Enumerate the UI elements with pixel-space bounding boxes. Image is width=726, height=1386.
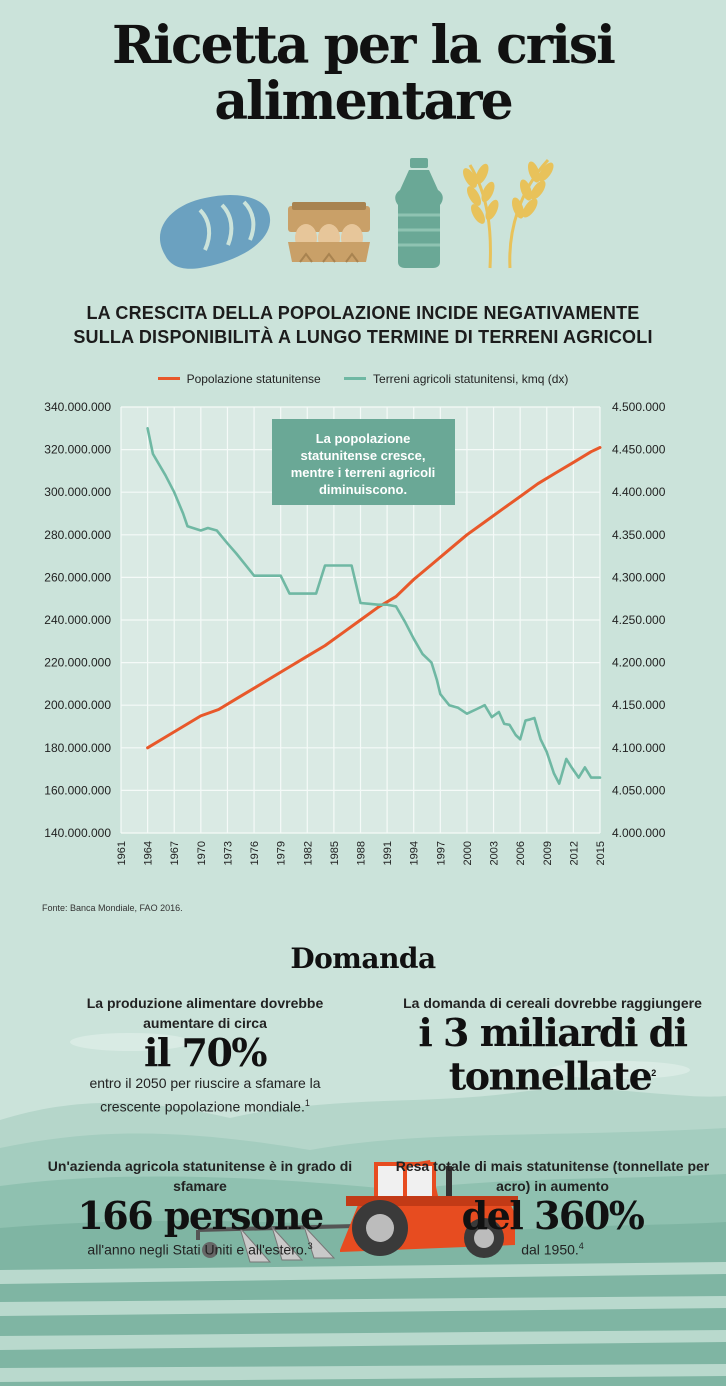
y-left-tick-label: 280.000.000 xyxy=(44,528,111,542)
stat-3-intro: Un'azienda agricola statunitense è in gr… xyxy=(47,1158,353,1194)
x-tick-label: 1967 xyxy=(169,841,181,865)
bread-icon xyxy=(159,195,271,269)
x-tick-label: 2009 xyxy=(542,841,554,865)
y-left-tick-label: 160.000.000 xyxy=(44,783,111,797)
legend-swatch-land xyxy=(344,377,367,380)
x-tick-label: 2015 xyxy=(595,841,607,865)
farm-landscape xyxy=(0,1033,726,1386)
x-tick-label: 1994 xyxy=(409,841,421,865)
x-tick-label: 1964 xyxy=(143,841,155,865)
x-tick-label: 2006 xyxy=(515,841,527,865)
stat-4-detail: dal 1950. xyxy=(521,1241,579,1258)
y-left-tick-label: 220.000.000 xyxy=(44,656,111,670)
y-right-tick-label: 4.200.000 xyxy=(612,656,666,670)
stat-4-footnote: 4 xyxy=(578,1241,584,1251)
legend-label-population: Popolazione statunitense xyxy=(186,371,321,386)
title-line-2: alimentare xyxy=(214,71,513,132)
stat-3-footnote: 3 xyxy=(307,1241,313,1251)
x-tick-label: 1991 xyxy=(382,841,394,865)
x-tick-label: 1997 xyxy=(435,841,447,865)
series-line-farmland xyxy=(146,427,602,785)
stat-4-value: del 360% xyxy=(461,1193,645,1238)
series-line-population xyxy=(146,446,602,750)
stat-1-footnote: 1 xyxy=(304,1098,310,1108)
y-right-tick-label: 4.250.000 xyxy=(612,613,666,627)
subtitle-line-1: LA CRESCITA DELLA POPOLAZIONE INCIDE NEG… xyxy=(86,303,640,323)
food-icons xyxy=(159,158,554,269)
y-left-tick-label: 200.000.000 xyxy=(44,698,111,712)
wheat-icon xyxy=(463,158,554,269)
annotation-text-line: diminuiscono. xyxy=(319,482,407,497)
x-tick-label: 1979 xyxy=(276,841,288,865)
stat-cereal-demand: La domanda di cereali dovrebbe raggiunge… xyxy=(395,993,710,1097)
subtitle-line-2: SULLA DISPONIBILITÀ A LUNGO TERMINE DI T… xyxy=(73,327,653,347)
legend-item-population: Popolazione statunitense xyxy=(157,371,321,386)
y-right-tick-label: 4.100.000 xyxy=(612,741,666,755)
stat-1-value: il 70% xyxy=(143,1030,268,1075)
y-right-tick-label: 4.500.000 xyxy=(612,400,666,414)
stat-1-detail: entro il 2050 per riuscire a sfamare la … xyxy=(89,1075,321,1115)
annotation-box xyxy=(272,419,455,505)
y-left-tick-label: 260.000.000 xyxy=(44,570,111,584)
legend-label-land: Terreni agricoli statunitensi, kmq (dx) xyxy=(373,371,569,386)
section-title-domanda: Domanda xyxy=(290,942,436,975)
annotation-text-line: mentre i terreni agricoli xyxy=(291,465,436,480)
y-right-tick-label: 4.300.000 xyxy=(612,570,666,584)
line-chart: 340.000.000 4.500.000 320.000.000 4.450.000… xyxy=(44,400,666,865)
stat-corn-yield: Resa totale di mais statunitense (tonnel… xyxy=(395,1156,710,1260)
y-right-tick-label: 4.150.000 xyxy=(612,698,666,712)
stat-2-footnote: 2 xyxy=(651,1068,657,1078)
legend-swatch-population xyxy=(157,377,180,380)
stat-3-detail: all'anno negli Stati Uniti e all'estero. xyxy=(87,1241,308,1258)
y-right-tick-label: 4.350.000 xyxy=(612,528,666,542)
y-right-tick-label: 4.400.000 xyxy=(612,485,666,499)
chart-subtitle: LA CRESCITA DELLA POPOLAZIONE INCIDE NEG… xyxy=(0,301,726,349)
y-left-tick-label: 320.000.000 xyxy=(44,443,111,457)
title-line-1: Ricetta per la crisi xyxy=(112,15,616,76)
x-tick-label: 1961 xyxy=(116,841,128,865)
y-left-tick-label: 240.000.000 xyxy=(44,613,111,627)
y-right-tick-label: 4.450.000 xyxy=(612,443,666,457)
legend-item-land: Terreni agricoli statunitensi, kmq (dx) xyxy=(344,372,568,386)
annotation-text-line: La popolazione xyxy=(316,431,411,446)
chart-legend: Popolazione statunitense Terreni agricol… xyxy=(0,369,726,386)
stat-4-intro: Resa totale di mais statunitense (tonnel… xyxy=(395,1158,710,1194)
y-left-tick-label: 180.000.000 xyxy=(44,741,111,755)
x-tick-label: 1985 xyxy=(329,841,341,865)
x-tick-label: 2003 xyxy=(489,841,501,865)
x-tick-label: 1973 xyxy=(222,841,234,865)
x-tick-label: 1976 xyxy=(249,841,261,865)
y-right-tick-label: 4.000.000 xyxy=(612,826,666,840)
stat-farm-feeds: Un'azienda agricola statunitense è in gr… xyxy=(45,1156,355,1260)
annotation-text-line: statunitense cresce, xyxy=(300,448,425,463)
y-left-tick-label: 140.000.000 xyxy=(44,826,111,840)
y-left-tick-label: 300.000.000 xyxy=(44,485,111,499)
page-title: Ricetta per la crisi alimentare xyxy=(0,18,726,130)
stat-3-value: 166 persone xyxy=(77,1193,324,1238)
oil-bottle-icon xyxy=(395,158,443,268)
egg-carton-icon xyxy=(288,202,370,263)
x-tick-label: 2012 xyxy=(568,841,580,865)
source-note: Fonte: Banca Mondiale, FAO 2016. xyxy=(42,903,183,913)
y-right-tick-label: 4.050.000 xyxy=(612,783,666,797)
tractor-icon xyxy=(196,1160,518,1263)
x-tick-label: 2000 xyxy=(462,841,474,865)
x-tick-label: 1982 xyxy=(302,841,314,865)
stat-2-value: i 3 miliardi di tonnellate xyxy=(418,1010,688,1099)
y-left-tick-label: 340.000.000 xyxy=(44,400,111,414)
stat-2-intro: La domanda di cereali dovrebbe raggiunge… xyxy=(403,995,702,1011)
x-tick-label: 1970 xyxy=(196,841,208,865)
x-tick-label: 1988 xyxy=(356,841,368,865)
stat-food-production: La produzione alimentare dovrebbe aument… xyxy=(60,993,350,1117)
stat-1-intro: La produzione alimentare dovrebbe aument… xyxy=(86,995,324,1031)
